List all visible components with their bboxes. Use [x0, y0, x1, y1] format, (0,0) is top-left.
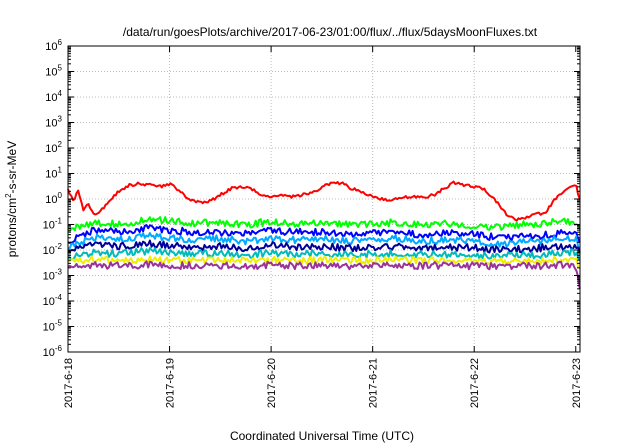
y-tick-exponent: -2 — [55, 242, 63, 251]
y-tick-base: 10 — [45, 169, 57, 181]
series-line-3 — [67, 224, 581, 244]
y-tick-label: 102 — [45, 140, 62, 155]
y-tick-label: 10-4 — [43, 293, 63, 308]
y-tick-exponent: 6 — [58, 38, 63, 47]
y-axis-label-main: protons/cm — [5, 198, 19, 257]
y-axis: 10-610-510-410-310-210-11001011021031041… — [43, 38, 580, 359]
x-axis: 2017-6-18 2017-6-19 2017-6-20 2017-6-21 2017… — [63, 46, 583, 408]
y-tick-label: 101 — [45, 166, 62, 181]
y-tick-base: 10 — [43, 347, 55, 359]
y-tick-exponent: 0 — [58, 191, 63, 200]
x-tick-label: 2017-6-21 — [368, 358, 380, 408]
series-line-7 — [67, 255, 581, 269]
y-tick-label: 10-5 — [43, 319, 63, 334]
y-tick-base: 10 — [45, 41, 57, 53]
x-tick-label: 2017-6-19 — [165, 358, 177, 408]
y-tick-exponent: -4 — [55, 293, 63, 302]
series-line-4 — [67, 232, 581, 250]
y-tick-label: 105 — [45, 64, 62, 79]
x-axis-label: Coordinated Universal Time (UTC) — [230, 429, 414, 443]
grid — [68, 46, 580, 352]
series-group — [67, 180, 581, 289]
y-tick-exponent: 4 — [58, 89, 63, 98]
series-line-5 — [68, 239, 581, 254]
y-tick-base: 10 — [43, 322, 55, 334]
y-axis-label: protons/cm2-s-sr-MeV — [4, 141, 19, 257]
y-tick-label: 104 — [45, 89, 62, 104]
y-tick-base: 10 — [43, 296, 55, 308]
y-tick-label: 106 — [45, 38, 62, 53]
y-tick-exponent: -3 — [55, 268, 63, 277]
y-tick-base: 10 — [45, 194, 57, 206]
series-line-8 — [67, 260, 581, 289]
chart-title: /data/run/goesPlots/archive/2017-06-23/0… — [123, 25, 538, 39]
y-tick-label: 100 — [45, 191, 62, 206]
y-tick-label: 10-1 — [43, 217, 63, 232]
y-tick-exponent: -1 — [55, 217, 63, 226]
y-tick-exponent: 1 — [58, 166, 63, 175]
series-line-2 — [67, 216, 581, 233]
y-tick-base: 10 — [45, 92, 57, 104]
y-tick-label: 103 — [45, 115, 62, 130]
y-tick-exponent: 2 — [58, 140, 63, 149]
y-tick-exponent: -6 — [55, 344, 63, 353]
y-tick-label: 10-2 — [43, 242, 63, 257]
x-tick-label: 2017-6-22 — [469, 358, 481, 408]
y-axis-label-superscript: 2 — [4, 193, 13, 198]
y-tick-base: 10 — [43, 220, 55, 232]
y-tick-exponent: -5 — [55, 319, 63, 328]
y-tick-label: 10-3 — [43, 268, 63, 283]
x-tick-label: 2017-6-23 — [571, 358, 583, 408]
y-tick-base: 10 — [43, 245, 55, 257]
x-tick-label: 2017-6-20 — [266, 358, 278, 408]
y-tick-base: 10 — [43, 271, 55, 283]
y-tick-base: 10 — [45, 118, 57, 130]
series-line-1 — [67, 180, 581, 222]
y-tick-label: 10-6 — [43, 344, 63, 359]
y-tick-base: 10 — [45, 67, 57, 79]
y-tick-exponent: 5 — [58, 64, 63, 73]
y-tick-exponent: 3 — [58, 115, 63, 124]
y-axis-label-rest: -s-sr-MeV — [5, 141, 19, 194]
y-tick-base: 10 — [45, 143, 57, 155]
x-tick-label: 2017-6-18 — [63, 358, 75, 408]
